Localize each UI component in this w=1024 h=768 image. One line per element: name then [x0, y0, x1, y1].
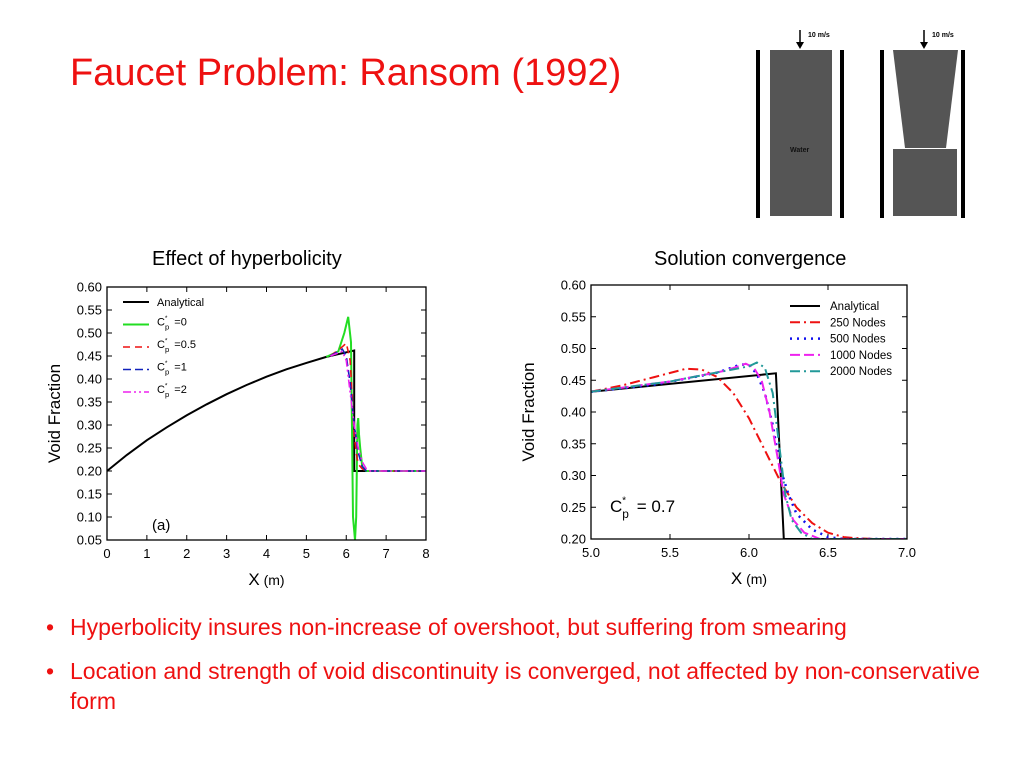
- x-tick-label: 6.0: [740, 545, 758, 560]
- y-tick-label: 0.45: [561, 373, 586, 388]
- bullet-dot: •: [46, 614, 55, 640]
- arrow-head-right: [920, 42, 928, 49]
- x-tick-label: 5.5: [661, 545, 679, 560]
- x-tick-label: 4: [263, 546, 270, 561]
- y-tick-label: 0.15: [77, 487, 102, 502]
- series-line: [330, 350, 426, 472]
- x-axis-label: X (m): [248, 570, 284, 589]
- y-tick-label: 0.50: [77, 326, 102, 341]
- plot-frame: [106, 286, 427, 541]
- x-tick-label: 7: [383, 546, 390, 561]
- parameter-annotation: Cp* = 0.7: [610, 496, 675, 521]
- x-tick-label: 7.0: [898, 545, 916, 560]
- left-wall-right: [840, 50, 844, 218]
- y-tick-label: 0.50: [561, 341, 586, 356]
- series-line: [591, 367, 907, 539]
- right-wall-right: [961, 50, 965, 218]
- legend-label: Analytical: [157, 297, 204, 309]
- y-tick-label: 0.05: [77, 533, 102, 548]
- y-tick-label: 0.55: [561, 309, 586, 324]
- water-label: Water: [790, 147, 809, 154]
- y-tick-label: 0.35: [561, 436, 586, 451]
- slide-title: Faucet Problem: Ransom (1992): [70, 52, 622, 94]
- y-tick-label: 0.55: [77, 303, 102, 318]
- y-tick-label: 0.60: [77, 280, 102, 295]
- velocity-label-right: 10 m/s: [932, 32, 954, 39]
- y-tick-label: 0.25: [77, 441, 102, 456]
- y-tick-label: 0.35: [77, 395, 102, 410]
- legend-label: Cp* =0.5: [157, 338, 196, 354]
- bullet-text: Hyperbolicity insures non-increase of ov…: [70, 614, 847, 640]
- legend-label: 500 Nodes: [830, 334, 886, 346]
- y-axis-label: Void Fraction: [45, 364, 64, 463]
- bullet-item: • Hyperbolicity insures non-increase of o…: [40, 612, 990, 642]
- x-tick-label: 3: [223, 546, 230, 561]
- legend-label: Cp* =2: [157, 383, 187, 399]
- chart-hyperbolicity: 0 1 2 3 4 5 6 7 8 0.05 0.10 0.15 0.20 0.25 0.30 0.35 0.4…: [45, 280, 430, 590]
- legend-label: Cp* =1: [157, 360, 187, 376]
- velocity-label-left: 10 m/s: [808, 32, 830, 39]
- x-tick-label: 6: [343, 546, 350, 561]
- left-wall-left: [756, 50, 760, 218]
- water-column-uniform: [770, 50, 832, 216]
- y-tick-label: 0.20: [561, 532, 586, 547]
- series-group: [591, 361, 907, 539]
- water-column-base: [893, 149, 957, 216]
- chart-b-title: Solution convergence: [654, 248, 847, 270]
- y-tick-label: 0.60: [561, 278, 586, 293]
- series-line: [325, 316, 426, 540]
- bullet-list: • Hyperbolicity insures non-increase of o…: [40, 612, 990, 730]
- series-line: [329, 348, 426, 472]
- y-tick-label: 0.40: [77, 372, 102, 387]
- bullet-dot: •: [46, 658, 55, 684]
- y-tick-label: 0.30: [561, 468, 586, 483]
- x-axis-label: X (m): [731, 569, 767, 588]
- series-group: [107, 316, 426, 540]
- bullet-text: Location and strength of void discontinu…: [70, 658, 980, 714]
- panel-annotation: (a): [152, 517, 170, 534]
- series-line: [329, 341, 426, 472]
- right-wall-left: [880, 50, 884, 218]
- legend-label: 2000 Nodes: [830, 366, 892, 378]
- legend-label: 1000 Nodes: [830, 350, 892, 362]
- x-tick-label: 0: [103, 546, 110, 561]
- plot-frame: [590, 284, 908, 540]
- y-tick-label: 0.45: [77, 349, 102, 364]
- chart-a-title: Effect of hyperbolicity: [152, 248, 342, 270]
- series-line: [591, 372, 907, 539]
- series-line: [591, 361, 907, 539]
- water-column-narrowing: [893, 50, 958, 148]
- y-tick-label: 0.20: [77, 464, 102, 479]
- y-tick-label: 0.30: [77, 418, 102, 433]
- y-tick-label: 0.40: [561, 405, 586, 420]
- arrow-head-left: [796, 42, 804, 49]
- x-tick-label: 6.5: [819, 545, 837, 560]
- faucet-diagram: 10 m/s Water 10 m/s: [756, 30, 965, 218]
- x-tick-label: 8: [422, 546, 429, 561]
- x-tick-label: 5: [303, 546, 310, 561]
- x-tick-label: 2: [183, 546, 190, 561]
- y-axis-label: Void Fraction: [519, 362, 538, 461]
- chart-convergence: 5.0 5.5 6.0 6.5 7.0 0.20 0.25 0.30 0.35 0.40 0.45 0…: [519, 278, 916, 589]
- x-tick-label: 1: [143, 546, 150, 561]
- y-tick-label: 0.25: [561, 500, 586, 515]
- bullet-item: • Location and strength of void discontin…: [40, 656, 990, 716]
- legend-label: Cp* =0: [157, 315, 187, 331]
- series-line: [591, 362, 907, 539]
- legend-label: 250 Nodes: [830, 317, 886, 329]
- series-line: [107, 349, 426, 472]
- legend-label: Analytical: [830, 301, 879, 313]
- y-tick-label: 0.10: [77, 510, 102, 525]
- x-tick-label: 5.0: [582, 545, 600, 560]
